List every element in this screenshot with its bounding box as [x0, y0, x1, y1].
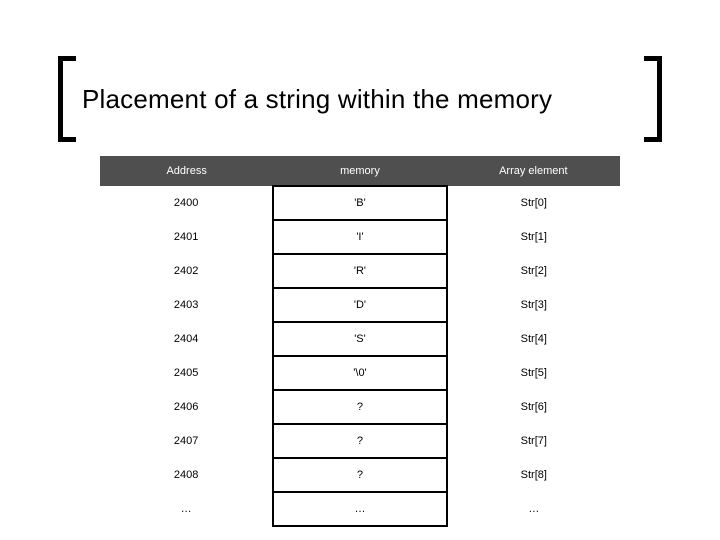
col-header-memory: memory	[273, 156, 446, 186]
cell-memory: 'R'	[273, 254, 446, 288]
cell-address: 2406	[100, 390, 273, 424]
table-row: 2407 ? Str[7]	[100, 424, 620, 458]
table-row: 2402 'R' Str[2]	[100, 254, 620, 288]
page-title: Placement of a string within the memory	[58, 84, 552, 115]
bracket-left-icon	[58, 56, 76, 142]
cell-memory: 'S'	[273, 322, 446, 356]
cell-memory: 'B'	[273, 186, 446, 220]
table-row: 2405 '\0' Str[5]	[100, 356, 620, 390]
cell-address: 2401	[100, 220, 273, 254]
cell-address: 2408	[100, 458, 273, 492]
cell-element: Str[7]	[447, 424, 620, 458]
col-header-element: Array element	[447, 156, 620, 186]
table-row: 2403 'D' Str[3]	[100, 288, 620, 322]
cell-element: Str[6]	[447, 390, 620, 424]
table-row: 2400 'B' Str[0]	[100, 186, 620, 220]
cell-element: Str[4]	[447, 322, 620, 356]
title-container: Placement of a string within the memory	[58, 70, 662, 128]
table-row: 2401 'I' Str[1]	[100, 220, 620, 254]
table-header-row: Address memory Array element	[100, 156, 620, 186]
table-row: 2406 ? Str[6]	[100, 390, 620, 424]
cell-address: 2407	[100, 424, 273, 458]
cell-address: 2404	[100, 322, 273, 356]
cell-element: Str[5]	[447, 356, 620, 390]
slide: Placement of a string within the memory …	[0, 0, 720, 540]
cell-element: Str[0]	[447, 186, 620, 220]
cell-element: Str[8]	[447, 458, 620, 492]
cell-element: Str[3]	[447, 288, 620, 322]
cell-address: 2400	[100, 186, 273, 220]
bracket-right-icon	[644, 56, 662, 142]
cell-memory: 'I'	[273, 220, 446, 254]
cell-element: …	[447, 492, 620, 526]
table-row: 2408 ? Str[8]	[100, 458, 620, 492]
cell-address: …	[100, 492, 273, 526]
cell-element: Str[1]	[447, 220, 620, 254]
table-row: … … …	[100, 492, 620, 526]
col-header-address: Address	[100, 156, 273, 186]
memory-table: Address memory Array element 2400 'B' St…	[100, 156, 620, 527]
cell-element: Str[2]	[447, 254, 620, 288]
table-row: 2404 'S' Str[4]	[100, 322, 620, 356]
cell-memory: …	[273, 492, 446, 526]
cell-memory: ?	[273, 458, 446, 492]
cell-memory: ?	[273, 390, 446, 424]
cell-memory: 'D'	[273, 288, 446, 322]
cell-memory: '\0'	[273, 356, 446, 390]
cell-address: 2405	[100, 356, 273, 390]
cell-address: 2403	[100, 288, 273, 322]
cell-address: 2402	[100, 254, 273, 288]
cell-memory: ?	[273, 424, 446, 458]
